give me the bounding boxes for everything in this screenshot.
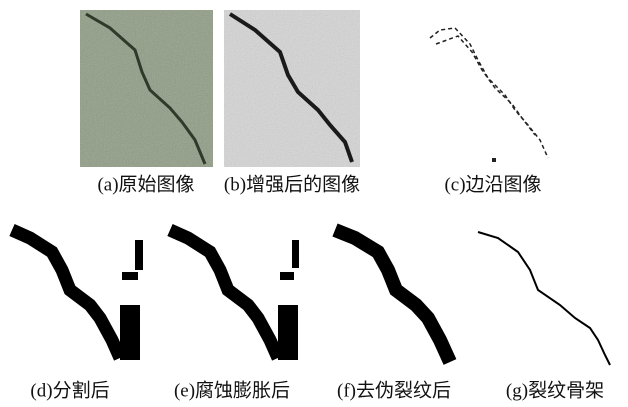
crack-region xyxy=(170,230,278,358)
photo-texture xyxy=(80,10,213,167)
caption: (e)腐蚀膨胀后 xyxy=(174,379,290,401)
skeleton xyxy=(478,232,610,365)
photo-texture xyxy=(224,10,360,167)
figure: (a)原始图像 (b)增强后的图像 (c)边沿图像 (d)分割后 (e)腐蚀膨胀… xyxy=(0,0,628,407)
page: (a)原始图像 (b)增强后的图像 (c)边沿图像 (d)分割后 (e)腐蚀膨胀… xyxy=(0,0,628,407)
noise-block xyxy=(280,272,294,280)
edge xyxy=(436,36,535,135)
noise-block xyxy=(292,240,299,268)
panel-c-image xyxy=(430,28,548,162)
crack-region xyxy=(12,230,120,358)
caption: (f)去伪裂纹后 xyxy=(337,379,451,401)
crack-region xyxy=(335,230,450,362)
caption: (a)原始图像 xyxy=(97,173,194,195)
noise-block xyxy=(122,272,138,280)
panel-g-image xyxy=(478,232,610,365)
caption: (c)边沿图像 xyxy=(444,173,541,195)
caption: (d)分割后 xyxy=(30,379,109,401)
panel-e-image xyxy=(170,230,299,360)
caption: (g)裂纹骨架 xyxy=(506,379,604,401)
panel-f-image xyxy=(335,230,450,362)
panel-d-image xyxy=(12,230,143,360)
caption: (b)增强后的图像 xyxy=(224,173,360,195)
panel-b-image xyxy=(224,10,360,167)
edge-speck xyxy=(492,158,496,162)
noise-block xyxy=(278,305,298,360)
noise-block xyxy=(135,240,143,270)
edge xyxy=(430,28,548,158)
panel-a-image xyxy=(80,10,213,167)
noise-block xyxy=(120,305,140,360)
